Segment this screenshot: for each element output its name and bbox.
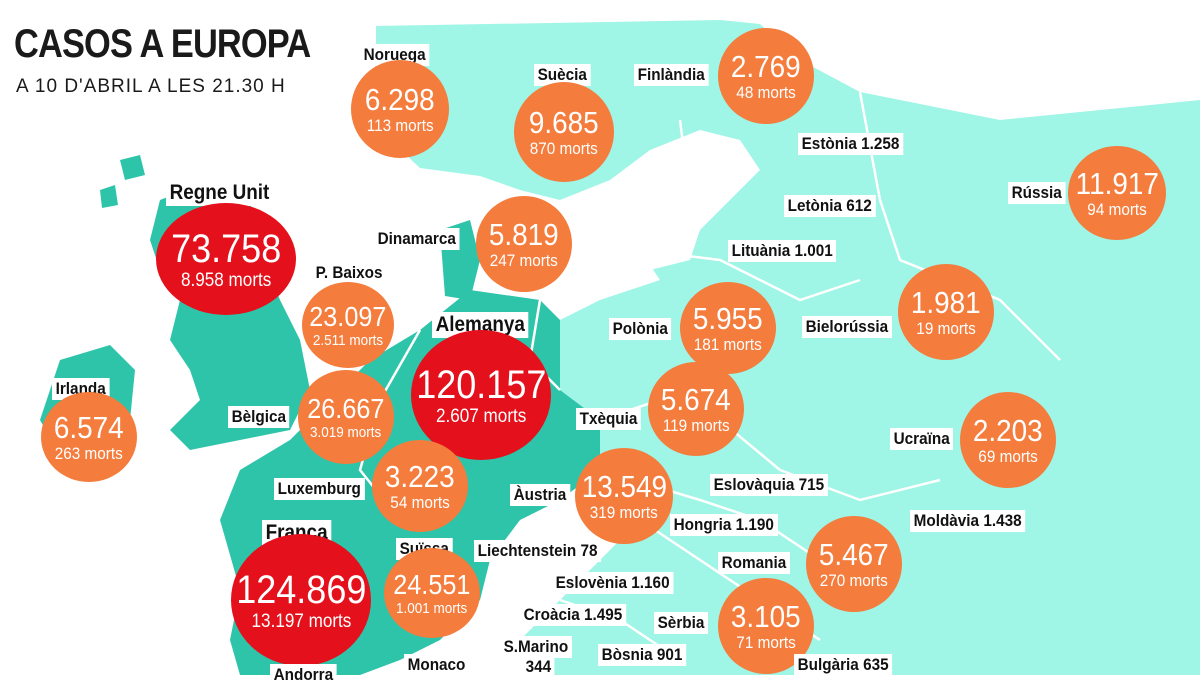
- label-luxemburg: Luxemburg: [274, 478, 365, 500]
- page-subtitle: A 10 D'ABRIL A LES 21.30 H: [16, 76, 286, 97]
- label-finlandia: Finlàndia: [634, 64, 709, 86]
- cases-luxemburg: 3.223: [385, 458, 455, 494]
- cases-alemanya: 120.157: [415, 362, 547, 407]
- cases-suecia: 9.685: [529, 104, 599, 140]
- deaths-romania: 270 morts: [819, 570, 889, 590]
- deaths-txequia: 119 morts: [662, 415, 730, 435]
- label-serbia: Sèrbia: [654, 612, 708, 634]
- label-suecia: Suècia: [534, 64, 591, 86]
- page-title: CASOS A EUROPA: [14, 22, 311, 66]
- deaths-suecia: 870 morts: [529, 138, 599, 158]
- cases-austria: 13.549: [581, 468, 667, 504]
- label-ucraina: Ucraïna: [890, 428, 954, 450]
- cases-serbia: 3.105: [731, 598, 801, 634]
- bubble-franca: 124.869 13.197 morts: [231, 534, 371, 666]
- label-eslovenia: Eslovènia 1.160: [552, 572, 674, 594]
- bubble-regne-unit: 73.758 8.958 morts: [156, 203, 296, 315]
- bubble-ucraina: 2.203 69 morts: [960, 392, 1056, 488]
- label-liechtenstein: Liechtenstein 78: [474, 540, 602, 562]
- label-regne-unit: Regne Unit: [166, 180, 273, 206]
- deaths-noruega: 113 morts: [366, 115, 434, 135]
- deaths-dinamarca: 247 morts: [489, 250, 559, 270]
- cases-ucraina: 2.203: [973, 412, 1043, 448]
- label-croacia: Croàcia 1.495: [520, 604, 626, 626]
- deaths-ucraina: 69 morts: [978, 446, 1038, 466]
- label-monaco: Monaco: [404, 654, 470, 676]
- bubble-austria: 13.549 319 morts: [575, 448, 673, 544]
- label-lituania: Lituània 1.001: [728, 240, 837, 262]
- label-txequia: Txèquia: [576, 408, 642, 430]
- deaths-p-baixos: 2.511 morts: [312, 331, 384, 349]
- label-hongria: Hongria 1.190: [670, 514, 778, 536]
- baltic-sea: [560, 130, 760, 270]
- cases-belgica: 26.667: [307, 392, 385, 424]
- cases-noruega: 6.298: [365, 81, 435, 117]
- label-polonia: Polònia: [609, 318, 672, 340]
- label-romania: Romania: [718, 552, 790, 574]
- label-estonia: Estònia 1.258: [798, 133, 904, 155]
- cases-polonia: 5.955: [693, 300, 763, 336]
- cases-suissa: 24.551: [393, 568, 471, 600]
- bubble-p-baixos: 23.097 2.511 morts: [302, 282, 394, 368]
- label-letonia: Letònia 612: [784, 195, 876, 217]
- bubble-suissa: 24.551 1.001 morts: [384, 548, 480, 638]
- deaths-irlanda: 263 morts: [54, 443, 124, 463]
- label-russia: Rússia: [1008, 182, 1066, 204]
- label-moldavia: Moldàvia 1.438: [910, 510, 1026, 532]
- cases-finlandia: 2.769: [731, 48, 801, 84]
- bubble-irlanda: 6.574 263 morts: [41, 392, 137, 482]
- cases-irlanda: 6.574: [54, 409, 124, 445]
- cases-romania: 5.467: [819, 536, 889, 572]
- bubble-alemanya: 120.157 2.607 morts: [411, 330, 551, 460]
- deaths-polonia: 181 morts: [693, 334, 763, 354]
- cases-franca: 124.869: [235, 567, 367, 612]
- cases-dinamarca: 5.819: [489, 216, 559, 252]
- cases-regne-unit: 73.758: [170, 226, 282, 271]
- label-bosnia: Bòsnia 901: [598, 644, 686, 666]
- bubble-russia: 11.917 94 morts: [1068, 146, 1166, 240]
- label-eslovaquia: Eslovàquia 715: [710, 474, 828, 496]
- land-islands: [100, 155, 145, 208]
- bubble-romania: 5.467 270 morts: [806, 516, 902, 612]
- deaths-franca: 13.197 morts: [251, 610, 351, 632]
- deaths-regne-unit: 8.958 morts: [180, 269, 272, 291]
- deaths-alemanya: 2.607 morts: [435, 405, 527, 427]
- label-andorra: Andorra: [270, 664, 337, 686]
- label-p-baixos: P. Baixos: [312, 262, 387, 284]
- deaths-serbia: 71 morts: [736, 632, 796, 652]
- label-bulgaria: Bulgària 635: [794, 654, 893, 676]
- deaths-suissa: 1.001 morts: [396, 599, 468, 617]
- deaths-bielorussia: 19 morts: [916, 318, 976, 338]
- deaths-russia: 94 morts: [1087, 199, 1147, 219]
- bubble-dinamarca: 5.819 247 morts: [476, 196, 572, 292]
- deaths-austria: 319 morts: [589, 502, 659, 522]
- bubble-polonia: 5.955 181 morts: [680, 282, 776, 374]
- label-smarino-cases: 344: [522, 656, 555, 678]
- bubble-suecia: 9.685 870 morts: [514, 82, 614, 182]
- bubble-noruega: 6.298 113 morts: [351, 60, 449, 158]
- label-austria: Àustria: [510, 484, 570, 506]
- bubble-txequia: 5.674 119 morts: [648, 362, 744, 456]
- cases-russia: 11.917: [1075, 165, 1159, 201]
- bubble-luxemburg: 3.223 54 morts: [372, 440, 468, 532]
- cases-txequia: 5.674: [661, 381, 731, 417]
- bubble-finlandia: 2.769 48 morts: [718, 28, 814, 124]
- cases-p-baixos: 23.097: [309, 300, 387, 332]
- bubble-belgica: 26.667 3.019 morts: [298, 370, 394, 464]
- label-belgica: Bèlgica: [228, 406, 290, 428]
- label-smarino: S.Marino: [500, 636, 572, 658]
- deaths-luxemburg: 54 morts: [390, 492, 450, 512]
- label-bielorussia: Bielorússia: [802, 316, 892, 338]
- label-dinamarca: Dinamarca: [374, 228, 460, 250]
- deaths-finlandia: 48 morts: [736, 82, 796, 102]
- cases-bielorussia: 1.981: [911, 284, 981, 320]
- deaths-belgica: 3.019 morts: [310, 423, 382, 441]
- bubble-bielorussia: 1.981 19 morts: [898, 264, 994, 360]
